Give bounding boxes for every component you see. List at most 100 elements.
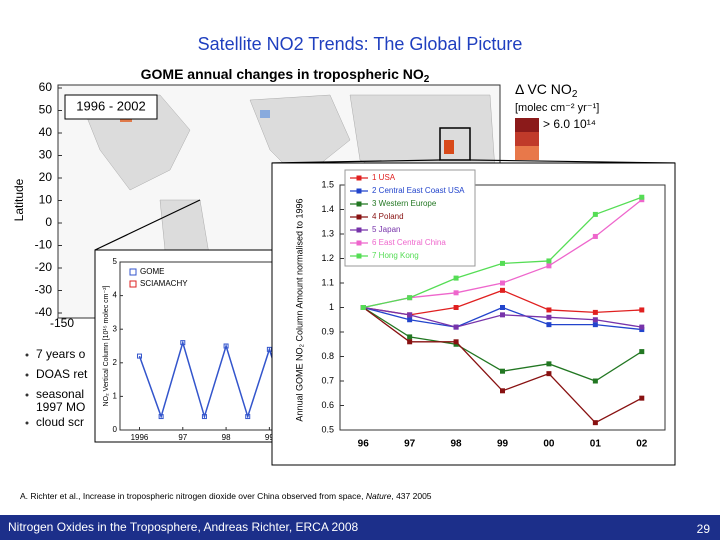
series-point: [407, 339, 413, 345]
legend-units: [molec cm⁻² yr⁻¹]: [515, 102, 599, 114]
y-tick-label: 0.6: [321, 400, 334, 410]
y-tick-label: 1: [329, 302, 334, 312]
inset-point: [223, 343, 229, 349]
inset-legend-label: SCIAMACHY: [140, 279, 188, 288]
series-point: [639, 349, 645, 355]
legend-title: Δ VC NO2: [515, 81, 578, 100]
series-point: [453, 339, 459, 345]
inset-point: [180, 340, 186, 346]
legend-marker: [356, 240, 362, 246]
inset-point: [245, 414, 251, 420]
inset-x-tick-label: 98: [222, 433, 231, 442]
citation: A. Richter et al., Increase in troposphe…: [20, 491, 432, 501]
bullet-dot: [25, 421, 29, 425]
legend-label: 1 USA: [372, 173, 396, 182]
y-tick-label: 1.2: [321, 253, 334, 263]
series-point: [546, 371, 552, 377]
series-point: [592, 420, 598, 426]
bullet: DOAS ret: [36, 367, 88, 381]
series-point: [500, 388, 505, 394]
x-tick-label: 00: [543, 439, 555, 450]
series-point: [639, 395, 645, 401]
bullet-dot: [25, 373, 29, 377]
map-y-tick-label: -30: [35, 283, 53, 297]
series-point: [453, 324, 459, 330]
legend-label: 2 Central East Coast USA: [372, 186, 465, 195]
legend-label: 5 Japan: [372, 225, 400, 234]
series-point: [592, 378, 598, 384]
legend-label: 4 Poland: [372, 212, 404, 221]
series-point: [453, 275, 459, 281]
series-point: [453, 290, 459, 296]
y-tick-label: 0.7: [321, 375, 334, 385]
series-point: [453, 305, 459, 310]
inset-x-tick-label: 1996: [131, 433, 149, 442]
inset-y-tick-label: 5: [113, 257, 118, 266]
map-y-tick-label: 50: [39, 103, 53, 117]
x-tick-label: 97: [404, 439, 416, 450]
series-point: [407, 295, 413, 301]
series-point: [500, 280, 505, 286]
inset-legend-swatch: [129, 268, 137, 276]
map-y-tick-label: 30: [39, 148, 53, 162]
legend-marker: [356, 227, 362, 233]
map-x-tick-label: -150: [50, 316, 74, 330]
legend-marker: [356, 201, 362, 207]
inset-line: [138, 339, 292, 420]
series-point: [500, 287, 505, 293]
bullet: cloud scr: [36, 415, 84, 429]
y-label: Annual GOME NO₂ Column Amount normalised…: [294, 198, 304, 421]
bullet-dot: [25, 353, 29, 357]
citation-journal: Nature: [366, 491, 392, 501]
inset-legend-swatch: [129, 280, 137, 288]
footer: Nitrogen Oxides in the Troposphere, Andr…: [8, 520, 359, 534]
inset-y-tick-label: 3: [113, 324, 118, 333]
series-point: [407, 334, 413, 340]
legend-label: 7 Hong Kong: [372, 251, 419, 260]
inset-x-tick-label: 99: [265, 433, 274, 442]
series-point: [592, 322, 598, 328]
series-point: [546, 322, 552, 328]
legend-marker: [356, 214, 362, 220]
x-tick-label: 98: [451, 439, 463, 450]
x-tick-label: 01: [590, 439, 602, 450]
inset-x-tick-label: 97: [178, 433, 187, 442]
x-tick-label: 02: [636, 439, 648, 450]
y-tick-label: 1.1: [321, 277, 334, 287]
map-y-tick-label: -20: [35, 260, 53, 274]
bullet: 7 years o: [36, 347, 86, 361]
series-point: [546, 307, 552, 313]
y-tick-label: 1.3: [321, 228, 334, 238]
series-point: [407, 312, 413, 318]
series-point: [407, 317, 413, 323]
inset-y-tick-label: 1: [113, 392, 118, 401]
y-tick-label: 1.5: [321, 179, 334, 189]
bullet: 1997 MO: [36, 400, 85, 414]
map-y-tick-label: 20: [39, 170, 53, 184]
legend-title-sub: 2: [572, 89, 578, 100]
map-y-tick-label: 40: [39, 125, 53, 139]
inset-point: [201, 414, 207, 420]
map-y-tick-label: 10: [39, 193, 53, 207]
x-tick-label: 96: [358, 439, 370, 450]
series-point: [546, 263, 552, 269]
map-y-label: Latitude: [12, 178, 26, 221]
series-point: [639, 194, 645, 200]
y-tick-label: 1.4: [321, 204, 334, 214]
bullet-dot: [25, 393, 29, 397]
series-point: [592, 309, 598, 315]
inset-y-tick-label: 4: [113, 291, 118, 300]
slide-title: Satellite NO2 Trends: The Global Picture: [198, 34, 523, 54]
inset-point: [266, 346, 272, 352]
x-tick-label: 99: [497, 439, 509, 450]
series-point: [546, 258, 552, 264]
citation-text: A. Richter et al., Increase in troposphe…: [20, 491, 366, 501]
legend-marker: [356, 253, 362, 259]
bullet: seasonal: [36, 387, 84, 401]
inset-legend-label: GOME: [140, 267, 164, 276]
page-number: 29: [697, 522, 711, 536]
map-legend: Δ VC NO2 [molec cm⁻² yr⁻¹] > 6.0 10¹⁴: [515, 81, 599, 160]
map-title: GOME annual changes in tropospheric NO2: [141, 66, 430, 85]
